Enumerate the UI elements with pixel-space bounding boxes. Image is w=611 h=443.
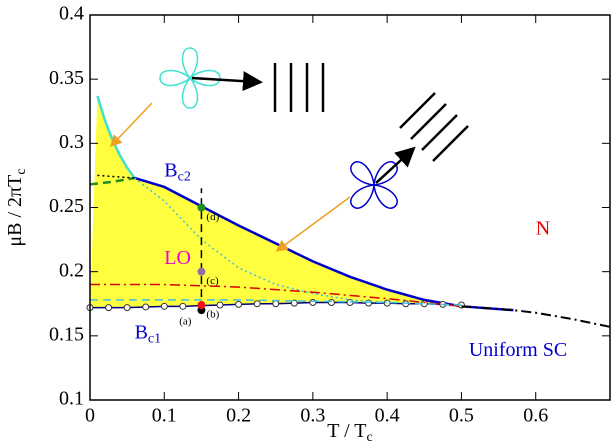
arrow-icon xyxy=(191,71,263,92)
x-tick-label: 0.2 xyxy=(226,405,251,427)
series-marker xyxy=(272,300,280,308)
state-point xyxy=(197,267,206,276)
x-tick-label: 0.6 xyxy=(523,405,548,427)
y-axis-label-sub: c xyxy=(14,168,29,174)
state-point xyxy=(197,301,206,310)
state-point-label: (d) xyxy=(206,211,219,223)
series-line xyxy=(89,176,135,186)
plot-frame xyxy=(89,14,611,401)
series-line xyxy=(134,176,514,312)
series-line xyxy=(134,177,388,304)
annotation-sub: c1 xyxy=(148,331,161,346)
annotation-main: LO xyxy=(164,246,191,268)
annotation-main: N xyxy=(536,217,550,239)
stripes-icon xyxy=(399,92,469,162)
x-tick-label: 0.4 xyxy=(375,405,400,427)
y-tick-label: 0.15 xyxy=(49,323,84,345)
pointer-arrow xyxy=(109,102,153,148)
series-marker xyxy=(253,300,261,308)
series-marker xyxy=(216,301,224,309)
annotation-main: Uniform SC xyxy=(469,339,567,361)
lo-region-fill xyxy=(90,95,514,311)
x-tick-label: 0.5 xyxy=(449,405,474,427)
series-line xyxy=(96,95,136,179)
state-point-label: (a) xyxy=(179,316,192,328)
annotation-main: B xyxy=(164,159,177,181)
x-axis-label: T / Tc xyxy=(327,420,373,443)
x-tick-label: 0.1 xyxy=(152,405,177,427)
series-marker xyxy=(142,303,150,311)
blue-clover-icon xyxy=(330,141,418,229)
y-tick-label: 0.4 xyxy=(59,3,84,25)
y-tick-label: 0.3 xyxy=(59,131,84,153)
state-point xyxy=(197,203,206,212)
annotation-main: B xyxy=(135,321,148,343)
state-point-label: (c) xyxy=(206,275,219,287)
y-tick-label: 0.25 xyxy=(49,195,84,217)
y-tick-label: 0.2 xyxy=(59,259,84,281)
series-line xyxy=(461,305,611,328)
y-axis-label-main: μB / 2πT xyxy=(4,175,26,247)
series-marker xyxy=(235,300,243,308)
series-line xyxy=(90,299,462,306)
series-line xyxy=(97,174,135,179)
x-axis-label-main: T / T xyxy=(327,420,366,442)
decorations xyxy=(109,47,469,252)
series-marker xyxy=(309,298,317,306)
y-axis-label: μB / 2πTc xyxy=(4,168,30,246)
pointer-arrow xyxy=(275,196,351,252)
annotation: N xyxy=(536,217,550,239)
arrow-icon xyxy=(375,146,416,184)
series-marker xyxy=(123,304,131,312)
annotation: Bc2 xyxy=(164,159,191,185)
x-tick-label: 0.3 xyxy=(300,405,325,427)
series-marker xyxy=(327,298,335,306)
y-tick-label: 0.35 xyxy=(49,67,84,89)
series-marker xyxy=(179,302,187,310)
x-axis-label-sub: c xyxy=(367,430,373,443)
annotation: LO xyxy=(164,246,191,268)
y-tick-label: 0.1 xyxy=(59,388,84,410)
stripes-icon xyxy=(273,63,325,112)
series-marker xyxy=(290,299,298,307)
series-marker xyxy=(160,302,168,310)
x-tick-label: 0 xyxy=(85,405,95,427)
state-point-label: (b) xyxy=(206,309,219,321)
series-line xyxy=(90,283,462,308)
annotation: Uniform SC xyxy=(469,339,567,361)
annotation: Bc1 xyxy=(135,321,162,347)
annotation-sub: c2 xyxy=(178,170,191,185)
series-marker xyxy=(105,304,113,312)
